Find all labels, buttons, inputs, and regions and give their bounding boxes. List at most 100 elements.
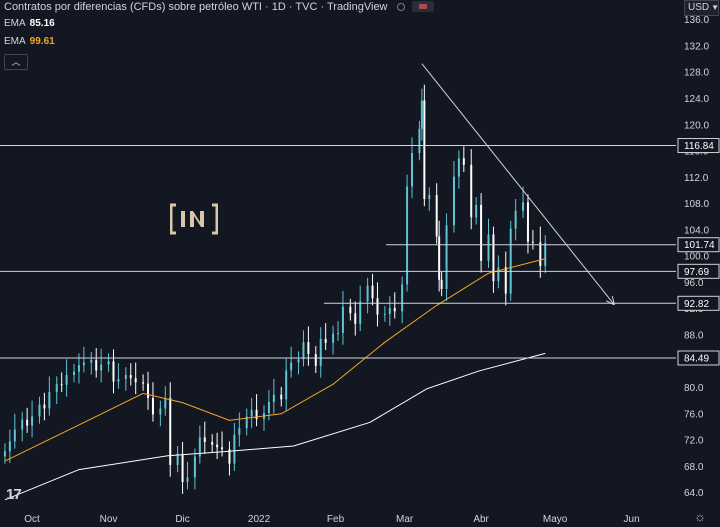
- price-level-box: [677, 237, 720, 253]
- candle-body: [423, 100, 426, 200]
- time-axis-label: Abr: [473, 514, 489, 525]
- candle-body: [314, 354, 317, 366]
- price-axis-label: 64.0: [684, 488, 704, 499]
- candle-body: [371, 285, 374, 299]
- candle-body: [112, 361, 115, 382]
- time-axis-label: Dic: [175, 514, 189, 525]
- price-axis-label: 120.0: [684, 120, 709, 131]
- candle-body: [60, 384, 63, 386]
- candle-body: [332, 333, 335, 343]
- candle-body: [349, 306, 352, 314]
- candle-body: [475, 204, 478, 218]
- symbol-title: Contratos por diferencias (CFDs) sobre p…: [4, 1, 388, 13]
- candle-body: [480, 204, 483, 261]
- candle-body: [95, 359, 98, 371]
- currency-selector[interactable]: USD ▼: [684, 0, 719, 16]
- candle-body: [124, 375, 127, 379]
- candle-body: [181, 453, 184, 483]
- candle-body: [82, 362, 85, 366]
- candle-body: [233, 434, 236, 464]
- candle-body: [48, 392, 51, 409]
- price-level-label: 84.49: [677, 350, 720, 366]
- candle-body: [142, 382, 145, 384]
- candle-body: [435, 195, 438, 237]
- price-level-value: 84.49: [684, 354, 709, 365]
- candle-body: [544, 243, 547, 266]
- candle-body: [452, 176, 455, 226]
- candle-body: [285, 370, 288, 400]
- candle-body: [514, 210, 517, 229]
- candle-body: [531, 241, 534, 243]
- collapse-legend-button[interactable]: ︿: [4, 54, 28, 70]
- candle-body: [186, 477, 189, 483]
- time-axis-label: Mar: [396, 514, 414, 525]
- ema-legend-2[interactable]: EMA 99.61: [4, 36, 55, 47]
- candle-body: [228, 449, 231, 464]
- candle-body: [250, 409, 253, 417]
- candle-body: [337, 332, 339, 334]
- price-axis-label: 132.0: [684, 41, 709, 52]
- currency-label: USD: [688, 2, 710, 13]
- candle-body: [319, 338, 322, 366]
- candle-body: [324, 338, 327, 343]
- candle-body: [509, 228, 512, 294]
- candle-body: [470, 164, 473, 218]
- tradingview-logo-icon[interactable]: 17: [6, 486, 22, 503]
- price-level-box: [677, 295, 720, 311]
- candle-body: [497, 267, 500, 282]
- candle-body: [151, 398, 154, 415]
- candle-body: [406, 186, 409, 285]
- candle-body: [307, 342, 310, 355]
- ema-label: EMA: [4, 36, 26, 47]
- candle-body: [65, 375, 68, 385]
- candle-body: [176, 453, 179, 465]
- price-level-label: 101.74: [677, 237, 720, 253]
- gear-icon[interactable]: ☼: [694, 509, 706, 524]
- price-axis-label: 96.0: [684, 278, 704, 289]
- candle-body: [440, 279, 443, 289]
- candle-body: [393, 308, 396, 312]
- candle-body: [26, 419, 29, 426]
- candle-body: [383, 313, 386, 315]
- candle-body: [462, 158, 465, 165]
- candle-body: [411, 153, 414, 187]
- time-axis-label: 2022: [248, 514, 271, 525]
- price-axis-label: 124.0: [684, 94, 709, 105]
- candle-body: [193, 456, 196, 478]
- candle-body: [438, 236, 441, 280]
- candle-body: [31, 416, 34, 426]
- price-axis-label: 72.0: [684, 436, 704, 447]
- flag-icon[interactable]: [411, 1, 434, 12]
- candle-body: [457, 158, 460, 177]
- ema-value: 99.61: [29, 36, 55, 47]
- price-level-value: 116.84: [684, 141, 714, 152]
- ema-legend-1[interactable]: EMA 85.16: [4, 18, 55, 29]
- price-axis-label: 80.0: [684, 383, 704, 394]
- candle-body: [245, 416, 248, 429]
- candle-body: [211, 442, 214, 445]
- candle-body: [107, 361, 110, 365]
- price-axis-label: 76.0: [684, 409, 704, 420]
- price-axis-label: 100.0: [684, 252, 709, 263]
- price-axis-label: 104.0: [684, 225, 709, 236]
- trendline-arrowhead: [605, 300, 615, 306]
- price-level-box: [677, 263, 720, 279]
- candle-body: [159, 408, 162, 415]
- visibility-icon[interactable]: [396, 3, 405, 11]
- candle-body: [13, 429, 16, 442]
- price-level-box: [677, 350, 720, 366]
- price-level-label: 97.69: [677, 263, 720, 279]
- price-level-value: 101.74: [684, 240, 715, 251]
- candle-body: [401, 284, 404, 312]
- candle-body: [198, 437, 201, 457]
- candle-body: [445, 225, 448, 289]
- candle-body: [280, 394, 283, 400]
- price-level-label: 92.82: [677, 295, 720, 311]
- price-axis-label: 68.0: [684, 462, 704, 473]
- candle-body: [354, 313, 357, 324]
- time-axis-label: Nov: [100, 514, 118, 525]
- time-axis-label: Jun: [624, 514, 640, 525]
- candle-body: [43, 404, 46, 409]
- candle-body: [73, 371, 76, 376]
